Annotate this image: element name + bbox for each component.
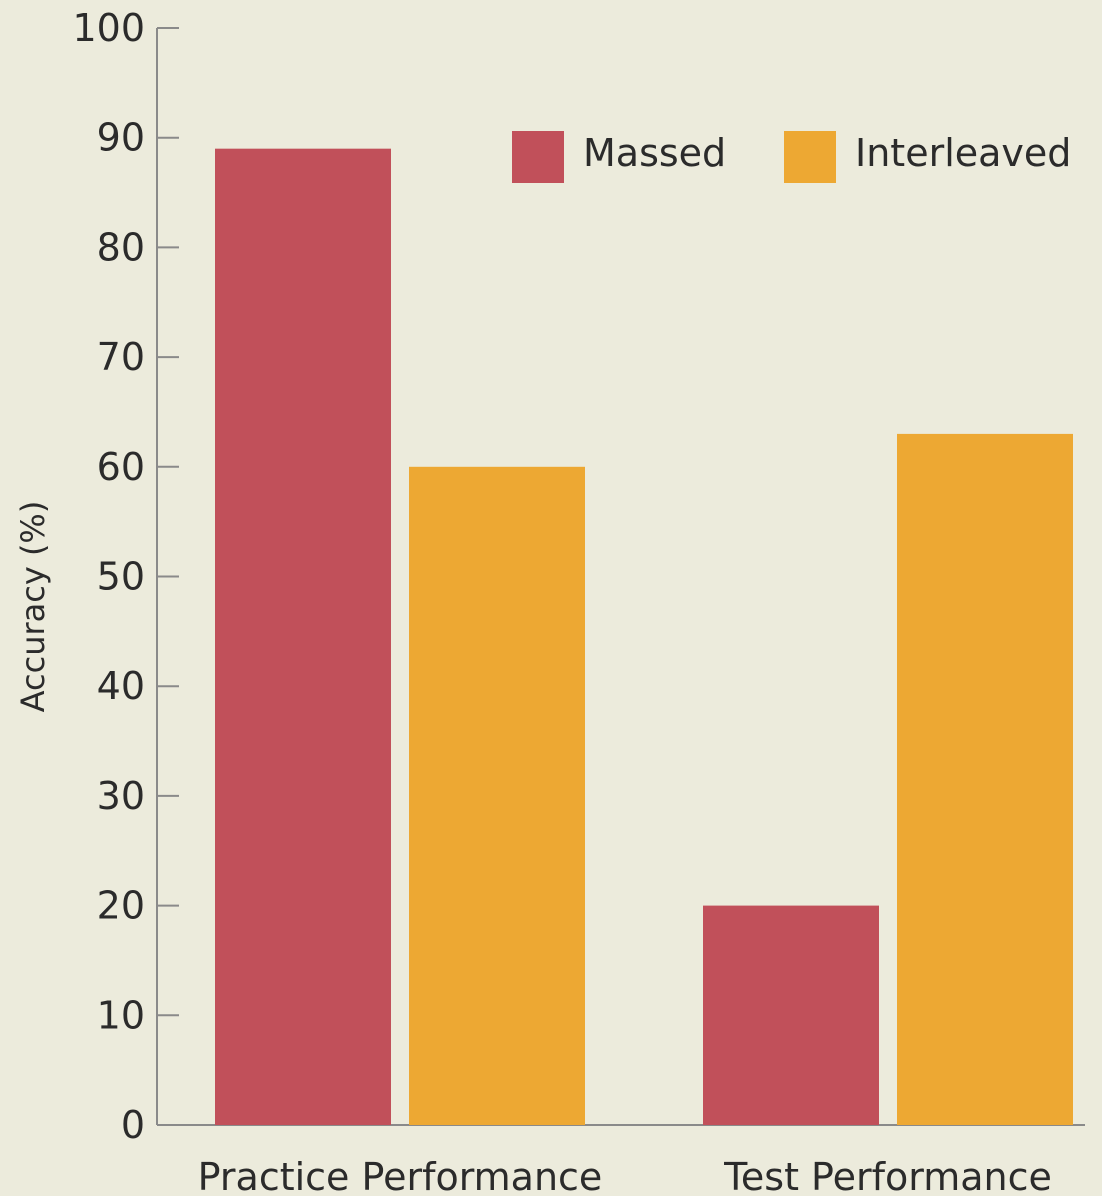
category-label: Practice Performance: [198, 1155, 603, 1196]
y-tick-label: 90: [97, 116, 145, 160]
category-label: Test Performance: [723, 1155, 1052, 1196]
legend-swatch-massed: [512, 131, 564, 183]
y-tick-label: 60: [97, 445, 145, 489]
y-tick-label: 30: [97, 774, 145, 818]
bar-interleaved-1: [409, 466, 585, 1125]
bar-massed-1: [215, 148, 391, 1126]
y-tick-label: 40: [97, 664, 145, 708]
legend-label-massed: Massed: [583, 131, 726, 175]
legend-swatch-interleaved: [784, 131, 836, 183]
category-labels: Practice Performance Test Performance: [198, 1155, 1052, 1196]
legend-label-interleaved: Interleaved: [855, 131, 1071, 175]
y-tick-label: 70: [97, 335, 145, 379]
legend: Massed Interleaved: [512, 131, 1071, 183]
bar-massed-2: [703, 905, 879, 1125]
y-tick-label: 10: [97, 993, 145, 1037]
y-tick-label: 50: [97, 555, 145, 599]
bar-interleaved-2: [897, 433, 1073, 1125]
y-axis-ticks: 0 10 20 30 40 50 60 70 80 90 100: [72, 6, 179, 1147]
y-axis-label: Accuracy (%): [14, 501, 52, 713]
bars-group: [215, 148, 1073, 1126]
y-tick-label: 0: [121, 1103, 145, 1147]
y-tick-label: 20: [97, 884, 145, 928]
y-tick-label: 80: [97, 225, 145, 269]
y-tick-label: 100: [72, 6, 145, 50]
